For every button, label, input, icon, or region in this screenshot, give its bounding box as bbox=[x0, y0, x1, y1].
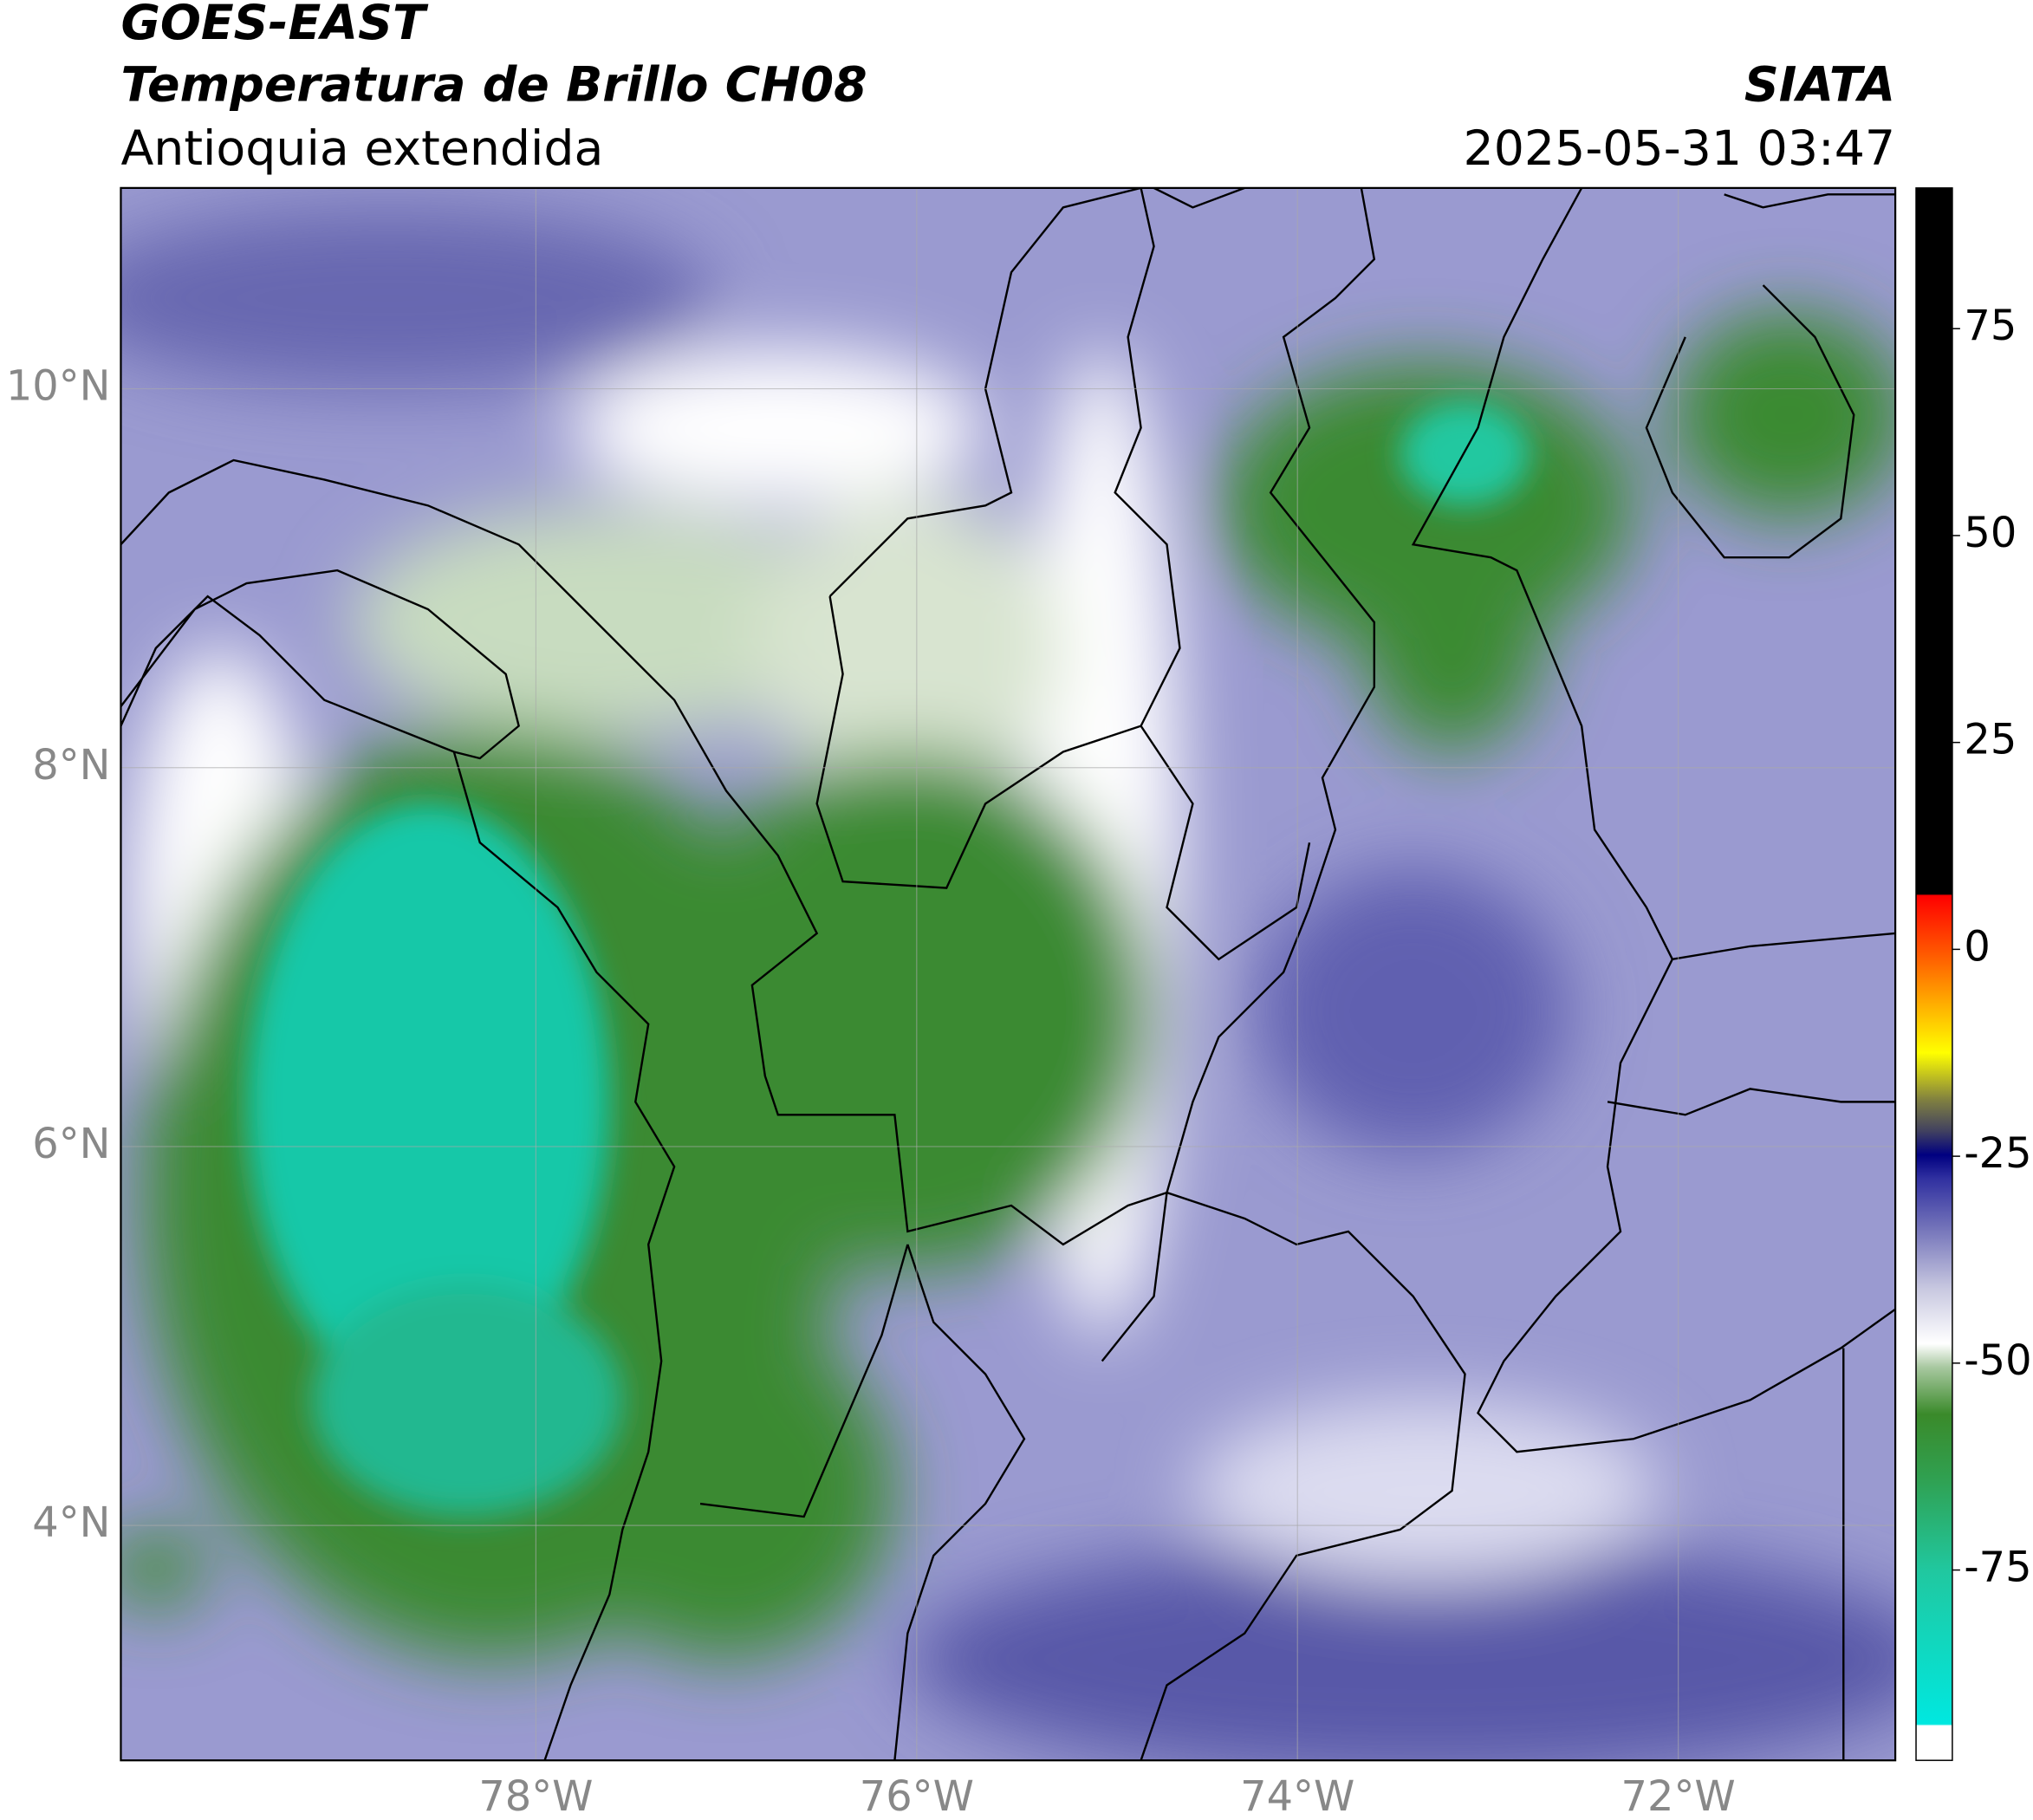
colorbar-tick-label: -50 bbox=[1964, 1337, 2031, 1385]
y-tick-label: 8°N bbox=[32, 742, 110, 790]
colorbar-tick-label: 25 bbox=[1964, 717, 2017, 764]
region: Antioquia extendida bbox=[120, 121, 603, 177]
y-tick-label: 4°N bbox=[32, 1499, 110, 1547]
colorbar bbox=[1915, 187, 1953, 1761]
title: GOES-EAST bbox=[120, 0, 429, 51]
x-tick-label: 74°W bbox=[1240, 1773, 1354, 1820]
borders bbox=[120, 187, 1896, 1761]
x-tick-label: 76°W bbox=[860, 1773, 974, 1820]
x-tick-label: 72°W bbox=[1621, 1773, 1736, 1820]
subtitle: Temperatura de Brillo CH08 bbox=[120, 58, 867, 114]
colorbar-tick-label: 50 bbox=[1964, 510, 2017, 557]
colorbar-tick-label: -75 bbox=[1964, 1544, 2031, 1592]
source: SIATA bbox=[1744, 58, 1895, 114]
y-tick-label: 6°N bbox=[32, 1121, 110, 1168]
colorbar-tick-label: 0 bbox=[1964, 923, 1990, 971]
map-frame bbox=[120, 186, 1897, 1762]
graticule bbox=[120, 187, 1896, 1761]
colorbar-tick-label: 75 bbox=[1964, 302, 2017, 350]
x-tick-label: 78°W bbox=[478, 1773, 593, 1820]
colorbar-tick-label: -25 bbox=[1964, 1130, 2031, 1178]
map-image bbox=[120, 187, 1896, 1761]
datetime: 2025-05-31 03:47 bbox=[1464, 121, 1896, 177]
y-tick-label: 10°N bbox=[6, 363, 111, 411]
